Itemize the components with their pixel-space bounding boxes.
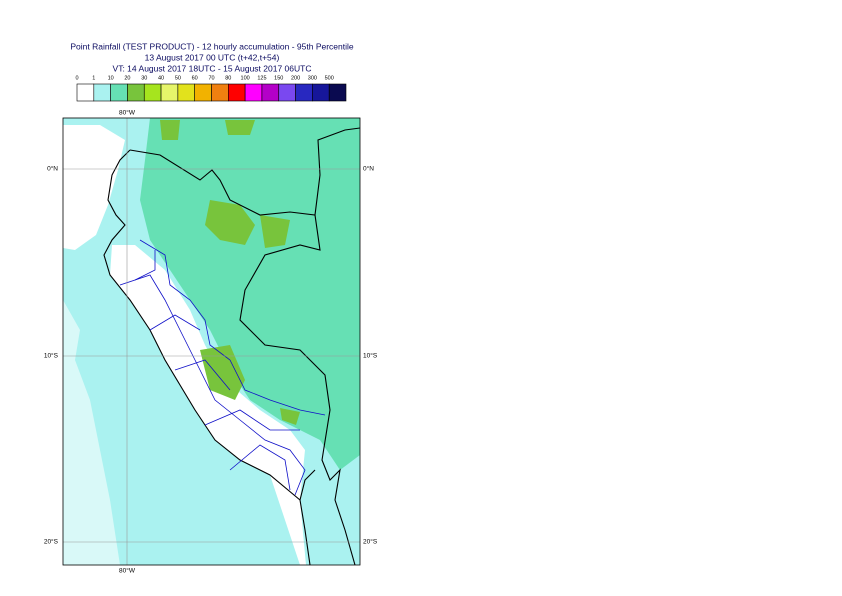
lat-label: 10°S xyxy=(44,352,59,360)
wet-area xyxy=(140,118,360,470)
legend-swatch xyxy=(160,83,179,102)
legend-swatch xyxy=(328,83,347,102)
legend-level-label: 80 xyxy=(225,75,231,81)
legend-swatch xyxy=(312,83,330,102)
legend-swatch xyxy=(295,83,313,102)
legend-swatch xyxy=(278,83,296,102)
lat-label: 10°S xyxy=(363,352,378,360)
title-line: 13 August 2017 00 UTC (t+42,t+54) xyxy=(145,52,280,62)
legend-level-label: 200 xyxy=(291,75,300,81)
dry-area xyxy=(63,300,120,565)
lat-label: 0°N xyxy=(363,165,374,173)
legend-level-label: 40 xyxy=(158,75,164,81)
legend-swatch xyxy=(76,83,95,102)
legend-level-label: 100 xyxy=(241,75,250,81)
legend-swatch xyxy=(127,83,145,102)
dry-area xyxy=(63,125,125,250)
legend-swatch xyxy=(211,83,229,102)
wet-area-heavy xyxy=(160,120,300,425)
lon-label: 80°W xyxy=(119,567,136,575)
legend-level-label: 0 xyxy=(75,75,78,81)
legend-level-label: 50 xyxy=(175,75,181,81)
graticule xyxy=(63,118,360,565)
legend-level-label: 300 xyxy=(308,75,317,81)
legend-level-label: 10 xyxy=(108,75,114,81)
legend-swatch xyxy=(177,83,195,102)
legend-level-label: 500 xyxy=(325,75,334,81)
legend-swatch xyxy=(143,83,162,102)
legend-level-label: 60 xyxy=(192,75,198,81)
title-line: VT: 14 August 2017 18UTC - 15 August 201… xyxy=(113,63,312,73)
lon-label: 80°W xyxy=(119,109,136,117)
legend-swatch xyxy=(261,83,280,102)
map-frame xyxy=(62,117,361,566)
legend-swatch xyxy=(110,83,128,102)
legend-level-label: 20 xyxy=(124,75,130,81)
lat-labels: 0°N 10°S 20°S 0°N 10°S 20°S xyxy=(44,165,378,546)
color-legend: 0 1 10 20 30 40 50 60 70 80 100 125 150 200 300 500 xyxy=(75,75,347,102)
lat-label: 0°N xyxy=(47,165,58,173)
lat-label: 20°S xyxy=(44,538,59,546)
legend-level-label: 1 xyxy=(92,75,95,81)
legend-swatch xyxy=(244,83,263,102)
legend-level-label: 30 xyxy=(141,75,147,81)
title-line: Point Rainfall (TEST PRODUCT) - 12 hourl… xyxy=(70,41,354,51)
legend-level-label: 150 xyxy=(274,75,283,81)
legend-level-label: 125 xyxy=(257,75,266,81)
map xyxy=(63,118,360,565)
legend-swatch xyxy=(228,83,246,102)
coastline xyxy=(103,127,360,565)
region-borders xyxy=(119,239,326,496)
legend-level-label: 70 xyxy=(208,75,214,81)
legend-swatch xyxy=(93,83,111,102)
lat-label: 20°S xyxy=(363,538,378,546)
legend-swatch xyxy=(194,83,212,102)
